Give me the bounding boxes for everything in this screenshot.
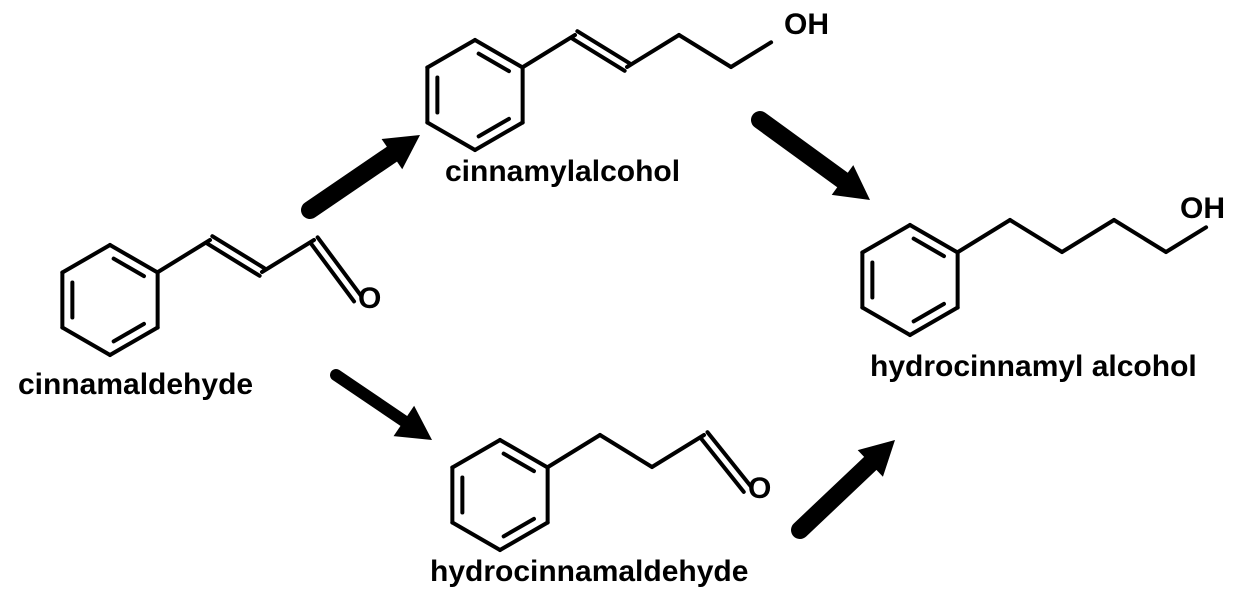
label-hydrocinnamaldehyde: hydrocinnamaldehyde [430, 555, 748, 589]
label-hydrocinnamyl-alcohol: hydrocinnamyl alcohol [870, 350, 1197, 384]
label-cinnamylalcohol: cinnamylalcohol [445, 155, 680, 189]
diagram-svg: O OH O OH [0, 0, 1240, 599]
svg-text:O: O [358, 282, 381, 315]
svg-text:OH: OH [1180, 192, 1225, 225]
svg-text:OH: OH [784, 8, 829, 41]
diagram-canvas: O OH O OH cinnamaldehyde cinnamylalcohol hy… [0, 0, 1240, 599]
svg-text:O: O [748, 472, 771, 505]
label-cinnamaldehyde: cinnamaldehyde [18, 368, 253, 402]
